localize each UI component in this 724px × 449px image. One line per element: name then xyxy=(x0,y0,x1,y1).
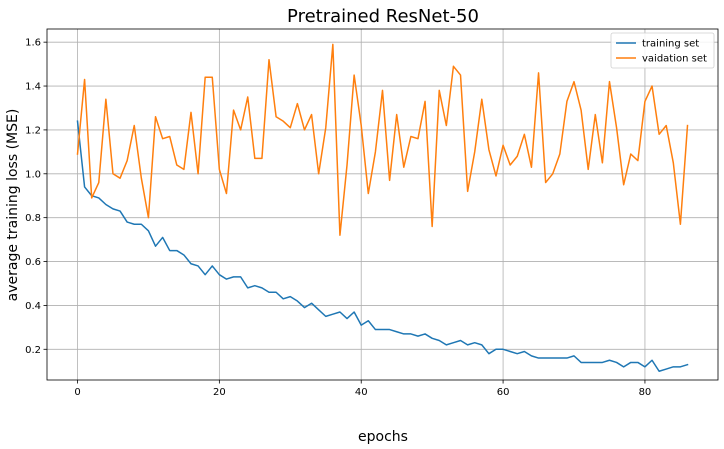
x-axis-label: epochs xyxy=(358,429,408,445)
series-layer xyxy=(76,43,689,372)
x-tick-label: 80 xyxy=(639,387,652,398)
x-tick-label: 0 xyxy=(74,387,80,398)
x-tick-label: 40 xyxy=(355,387,368,398)
y-tick-label: 1.2 xyxy=(25,125,41,136)
legend-label: vaidation set xyxy=(642,54,707,65)
series-line-training xyxy=(76,120,689,372)
y-axis-label: average training loss (MSE) xyxy=(5,109,21,302)
y-tick-label: 0.6 xyxy=(25,257,41,268)
y-tick-label: 1.6 xyxy=(25,38,41,49)
y-tick-label: 0.8 xyxy=(25,213,41,224)
legend-label: training set xyxy=(642,39,699,50)
y-tick-label: 1.0 xyxy=(25,169,41,180)
x-tick-label: 20 xyxy=(213,387,226,398)
plot-area xyxy=(46,28,719,381)
chart-title: Pretrained ResNet-50 xyxy=(287,6,479,27)
x-tick-label: 60 xyxy=(497,387,510,398)
grid xyxy=(47,29,718,380)
legend: training set vaidation set xyxy=(610,32,715,69)
axis-ticks: 0 20 40 60 80 0.2 0.4 0.6 0.8 1.0 1.2 1.4 1.6 xyxy=(25,38,651,398)
y-tick-label: 1.4 xyxy=(25,82,41,93)
series-line-validation xyxy=(76,43,689,236)
legend-box xyxy=(610,32,715,69)
y-tick-label: 0.4 xyxy=(25,301,41,312)
y-tick-label: 0.2 xyxy=(25,345,41,356)
